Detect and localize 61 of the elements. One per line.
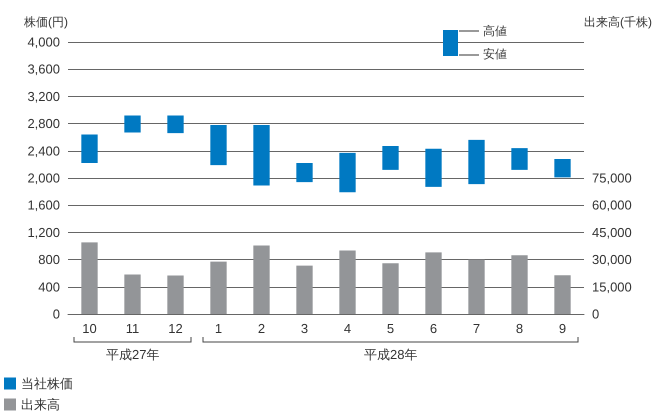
y-tick-label: 2,000 — [27, 170, 60, 186]
y-tick-label: 4,000 — [27, 34, 60, 50]
bar — [511, 255, 528, 314]
bar — [253, 124, 270, 186]
bar — [210, 124, 227, 166]
bar — [124, 115, 141, 132]
y-tick-label: 0 — [52, 306, 60, 322]
bar — [339, 250, 356, 314]
x-tick-label: 3 — [300, 321, 308, 336]
bar — [554, 158, 571, 178]
x-tick-label: 1 — [214, 321, 222, 336]
y-tick-label: 400 — [38, 279, 60, 294]
x-tick-label: 5 — [386, 321, 394, 336]
bar — [296, 163, 313, 182]
text: 高値 — [483, 22, 507, 40]
bar — [124, 274, 141, 314]
y2-tick-label: 30,000 — [592, 252, 632, 268]
y-tick-label: 1,600 — [27, 198, 60, 213]
bar — [554, 275, 571, 314]
bar — [425, 148, 442, 187]
y-tick-label: 800 — [38, 252, 60, 268]
bar — [425, 252, 442, 314]
y-tick-label: 3,200 — [27, 88, 60, 104]
y2-tick-label: 60,000 — [592, 198, 632, 213]
bar — [210, 262, 227, 314]
bar — [81, 134, 98, 164]
bar — [81, 242, 98, 314]
annotation: 安値 — [483, 46, 507, 64]
y2-tick-label: 75,000 — [592, 170, 632, 186]
x-tick-label: 11 — [126, 321, 140, 336]
bar — [468, 260, 485, 314]
bar — [167, 276, 184, 314]
x-tick-label: 8 — [516, 321, 524, 336]
y2-tick-label: 0 — [592, 306, 600, 322]
bar — [167, 115, 184, 134]
y-axis-title: 株価(円) — [23, 15, 68, 29]
bar — [382, 146, 399, 170]
bar — [468, 140, 485, 184]
y-tick-label: 2,800 — [27, 116, 60, 132]
bar — [511, 148, 528, 170]
y-tick-label: 2,400 — [27, 143, 60, 158]
bar — [253, 245, 270, 314]
x-tick-label: 10 — [82, 321, 97, 336]
y-tick-label: 3,600 — [27, 62, 60, 77]
bar — [382, 263, 399, 314]
y-tick-label: 1,200 — [27, 224, 60, 240]
bar — [296, 266, 313, 314]
x-tick-label: 9 — [558, 321, 566, 336]
legend-label: 当社株価 — [21, 376, 73, 391]
legend-label: 出来高 — [21, 397, 60, 412]
x-tick-label: 2 — [258, 321, 266, 336]
y2-tick-label: 45,000 — [592, 224, 632, 240]
y2-tick-label: 15,000 — [592, 279, 632, 294]
x-tick-label: 12 — [168, 321, 183, 336]
text: 平成28年 — [364, 346, 418, 364]
x-tick-label: 6 — [430, 321, 438, 336]
bar — [339, 152, 356, 192]
text: 平成27年 — [106, 346, 160, 364]
y2-axis-title: 出来高(千株) — [584, 15, 652, 29]
x-tick-label: 4 — [344, 321, 352, 336]
x-tick-label: 7 — [472, 321, 480, 336]
